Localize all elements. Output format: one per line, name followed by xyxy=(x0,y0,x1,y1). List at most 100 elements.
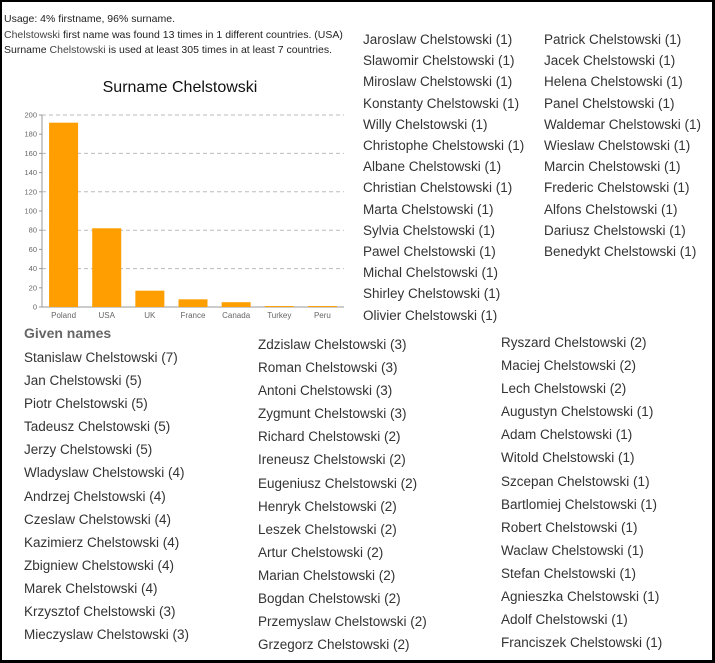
x-tick-label: France xyxy=(181,311,206,320)
x-tick-label: Turkey xyxy=(267,311,291,320)
name-link[interactable]: Waldemar Chelstowski (1) xyxy=(544,116,702,132)
name-link[interactable]: Dariusz Chelstowski (1) xyxy=(544,222,686,238)
name-link[interactable]: Miroslaw Chelstowski (1) xyxy=(363,74,513,90)
name-link[interactable]: Stanislaw Chelstowski (7) xyxy=(24,350,178,365)
x-tick-label: USA xyxy=(98,311,115,320)
bar-france[interactable] xyxy=(178,299,208,307)
name-link[interactable]: Piotr Chelstowski (5) xyxy=(24,396,148,412)
name-link[interactable]: Franciszek Chelstowski (1) xyxy=(501,635,663,651)
name-link[interactable]: Marian Chelstowski (2) xyxy=(258,567,396,583)
y-tick-label: 120 xyxy=(24,187,37,196)
x-tick-label: UK xyxy=(144,311,156,320)
bar-usa[interactable] xyxy=(92,228,122,307)
bar-uk[interactable] xyxy=(135,290,165,307)
y-tick-label: 180 xyxy=(24,130,37,139)
y-tick-label: 200 xyxy=(24,111,37,120)
name-link[interactable]: Christophe Chelstowski (1) xyxy=(363,138,525,154)
y-tick-label: 20 xyxy=(29,283,37,292)
name-link[interactable]: Sylvia Chelstowski (1) xyxy=(363,222,496,238)
name-link[interactable]: Helena Chelstowski (1) xyxy=(544,74,683,90)
firstname-count-line: Chelstowski first name was found 13 time… xyxy=(4,28,343,41)
y-tick-label: 100 xyxy=(24,207,37,216)
name-link[interactable]: Shirley Chelstowski (1) xyxy=(363,286,501,302)
surname-list-col1: Jaroslaw Chelstowski (1) Slawomir Chelsto… xyxy=(363,29,524,326)
given-names-col1: Stanislaw Chelstowski (7) Jan Chelstowski… xyxy=(24,346,189,646)
name-link[interactable]: Waclaw Chelstowski (1) xyxy=(501,542,644,558)
usage-line: Usage: 4% firstname, 96% surname. xyxy=(4,13,175,25)
name-link[interactable]: Czeslaw Chelstowski (4) xyxy=(24,511,172,527)
name-link[interactable]: Mieczyslaw Chelstowski (3) xyxy=(24,627,190,643)
name-highlight: Chelstowski xyxy=(49,44,106,56)
name-link[interactable]: Konstanty Chelstowski (1) xyxy=(363,95,520,111)
name-link[interactable]: Augustyn Chelstowski (1) xyxy=(501,404,654,420)
usage-info: Usage: 4% firstname, 96% surname. Chelst… xyxy=(4,12,343,59)
name-link[interactable]: Bogdan Chelstowski (2) xyxy=(258,591,401,607)
name-link[interactable]: Leszek Chelstowski (2) xyxy=(258,521,397,537)
name-link[interactable]: Christian Chelstowski (1) xyxy=(363,180,513,196)
y-tick-label: 140 xyxy=(24,168,37,177)
surname-list-col2: Patrick Chelstowski (1) Jacek Chelstowski… xyxy=(544,29,701,262)
name-link[interactable]: Albane Chelstowski (1) xyxy=(363,159,502,175)
name-link[interactable]: Szcepan Chelstowski (1) xyxy=(501,473,650,489)
given-names-col2: Zdzislaw Chelstowski (3) Roman Chelstowsk… xyxy=(258,333,427,656)
name-link[interactable]: Slawomir Chelstowski (1) xyxy=(363,53,515,69)
name-link[interactable]: Artur Chelstowski (2) xyxy=(258,544,384,560)
bar-poland[interactable] xyxy=(49,122,79,308)
name-link[interactable]: Robert Chelstowski (1) xyxy=(501,519,638,535)
name-link[interactable]: Michal Chelstowski (1) xyxy=(363,265,499,281)
y-tick-label: 60 xyxy=(29,245,37,254)
given-names-heading: Given names xyxy=(24,325,112,341)
name-link[interactable]: Zbigniew Chelstowski (4) xyxy=(24,557,175,573)
surname-country-bar-chart: 0 20 40 60 80 100 120 140 160 180 200 Poland USA UK Fr… xyxy=(24,111,344,320)
y-tick-label: 160 xyxy=(24,149,37,158)
name-link[interactable]: Wladyslaw Chelstowski (4) xyxy=(24,465,185,481)
name-link[interactable]: Stefan Chelstowski (1) xyxy=(501,565,637,581)
name-link[interactable]: Witold Chelstowski (1) xyxy=(501,450,635,466)
name-link[interactable]: Henryk Chelstowski (2) xyxy=(258,498,397,514)
name-link[interactable]: Willy Chelstowski (1) xyxy=(363,116,488,132)
name-link[interactable]: Lech Chelstowski (2) xyxy=(501,381,627,397)
y-tick-label: 0 xyxy=(33,303,37,312)
name-link[interactable]: Wieslaw Chelstowski (1) xyxy=(544,138,691,154)
name-link[interactable]: Adam Chelstowski (1) xyxy=(501,427,633,443)
name-link[interactable]: Frederic Chelstowski (1) xyxy=(544,180,690,196)
bar-canada[interactable] xyxy=(221,302,251,307)
bar-turkey[interactable] xyxy=(264,306,294,308)
name-link[interactable]: Roman Chelstowski (3) xyxy=(258,360,398,376)
name-link[interactable]: Richard Chelstowski (2) xyxy=(258,429,401,445)
name-link[interactable]: Patrick Chelstowski (1) xyxy=(544,32,682,47)
x-tick-label: Poland xyxy=(51,311,76,320)
name-link[interactable]: Pawel Chelstowski (1) xyxy=(363,244,496,260)
name-link[interactable]: Benedykt Chelstowski (1) xyxy=(544,244,697,260)
name-link[interactable]: Marta Chelstowski (1) xyxy=(363,201,494,217)
name-link[interactable]: Ireneusz Chelstowski (2) xyxy=(258,452,406,468)
x-tick-label: Canada xyxy=(222,311,251,320)
name-link[interactable]: Jan Chelstowski (5) xyxy=(24,373,142,389)
name-link[interactable]: Jacek Chelstowski (1) xyxy=(544,53,676,69)
name-link[interactable]: Tadeusz Chelstowski (5) xyxy=(24,419,171,435)
name-link[interactable]: Olivier Chelstowski (1) xyxy=(363,307,498,323)
chart-title: Surname Chelstowski xyxy=(102,79,258,96)
name-link[interactable]: Agnieszka Chelstowski (1) xyxy=(501,589,660,605)
name-link[interactable]: Krzysztof Chelstowski (3) xyxy=(24,604,176,620)
name-link[interactable]: Marek Chelstowski (4) xyxy=(24,580,158,596)
name-link[interactable]: Adolf Chelstowski (1) xyxy=(501,612,628,628)
bar-peru[interactable] xyxy=(307,306,337,308)
name-link[interactable]: Panel Chelstowski (1) xyxy=(544,95,675,111)
name-link[interactable]: Antoni Chelstowski (3) xyxy=(258,383,393,399)
name-link[interactable]: Grzegorz Chelstowski (2) xyxy=(258,637,410,653)
name-link[interactable]: Kazimierz Chelstowski (4) xyxy=(24,534,180,550)
name-link[interactable]: Bartlomiej Chelstowski (1) xyxy=(501,496,658,512)
surname-count-line: Surname Chelstowski is used at least 305… xyxy=(4,44,333,56)
name-link[interactable]: Andrzej Chelstowski (4) xyxy=(24,488,166,504)
name-link[interactable]: Alfons Chelstowski (1) xyxy=(544,201,678,217)
name-link[interactable]: Eugeniusz Chelstowski (2) xyxy=(258,475,418,491)
name-link[interactable]: Jaroslaw Chelstowski (1) xyxy=(363,32,513,47)
name-link[interactable]: Maciej Chelstowski (2) xyxy=(501,358,637,374)
name-link[interactable]: Zdzislaw Chelstowski (3) xyxy=(258,337,407,352)
name-link[interactable]: Przemyslaw Chelstowski (2) xyxy=(258,614,427,630)
name-link[interactable]: Zygmunt Chelstowski (3) xyxy=(258,406,407,422)
name-link[interactable]: Jerzy Chelstowski (5) xyxy=(24,442,153,458)
name-link[interactable]: Ryszard Chelstowski (2) xyxy=(501,335,647,350)
name-link[interactable]: Marcin Chelstowski (1) xyxy=(544,159,681,175)
